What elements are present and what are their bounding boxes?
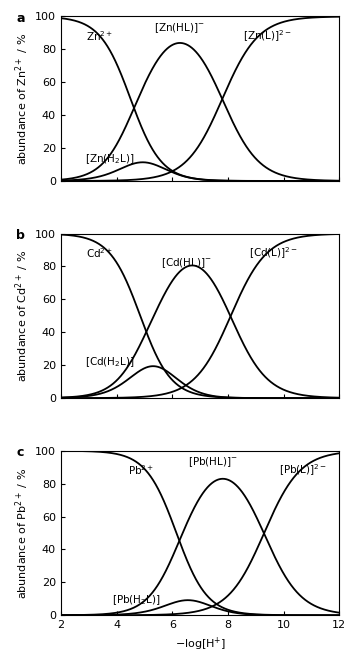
Y-axis label: abundance of Cd$^{2+}$ / %: abundance of Cd$^{2+}$ / % (13, 250, 31, 382)
Text: [Zn(L)]$^{2-}$: [Zn(L)]$^{2-}$ (243, 28, 292, 44)
Text: [Zn(HL)]$^{-}$: [Zn(HL)]$^{-}$ (154, 21, 205, 35)
Text: [Pb(H$_2$L)]: [Pb(H$_2$L)] (112, 594, 161, 607)
Y-axis label: abundance of Zn$^{2+}$ / %: abundance of Zn$^{2+}$ / % (13, 33, 31, 164)
Text: a: a (16, 12, 25, 24)
Text: b: b (16, 228, 25, 241)
Text: [Pb(L)]$^{2-}$: [Pb(L)]$^{2-}$ (279, 463, 328, 478)
X-axis label: $-$log[H$^{+}$]: $-$log[H$^{+}$] (175, 636, 226, 653)
Text: [Pb(HL)]$^{-}$: [Pb(HL)]$^{-}$ (188, 455, 238, 469)
Text: [Cd(HL)]$^{-}$: [Cd(HL)]$^{-}$ (161, 257, 212, 270)
Y-axis label: abundance of Pb$^{2+}$ / %: abundance of Pb$^{2+}$ / % (13, 467, 31, 599)
Text: [Cd(H$_2$L)]: [Cd(H$_2$L)] (85, 355, 134, 368)
Text: [Zn(H$_2$L)]: [Zn(H$_2$L)] (85, 153, 134, 166)
Text: Cd$^{2+}$: Cd$^{2+}$ (86, 247, 113, 260)
Text: Zn$^{2+}$: Zn$^{2+}$ (86, 30, 113, 43)
Text: Pb$^{2+}$: Pb$^{2+}$ (128, 464, 154, 477)
Text: [Cd(L)]$^{2-}$: [Cd(L)]$^{2-}$ (249, 245, 298, 261)
Text: c: c (16, 446, 24, 459)
